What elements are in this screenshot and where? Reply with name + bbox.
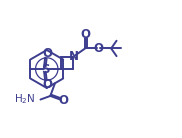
Text: O: O	[58, 94, 68, 107]
Text: O: O	[80, 28, 90, 41]
Text: O: O	[42, 47, 52, 60]
Text: S: S	[41, 63, 50, 75]
Text: O: O	[93, 42, 103, 55]
Text: O: O	[42, 78, 52, 91]
Text: H$_2$N: H$_2$N	[14, 93, 35, 106]
Text: N: N	[69, 50, 79, 63]
